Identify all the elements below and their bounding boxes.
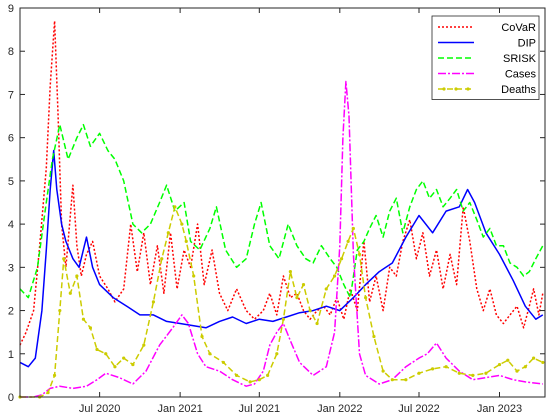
y-tick-label: 6	[8, 133, 14, 145]
series-point-deaths	[364, 295, 368, 300]
series-point-deaths	[390, 378, 394, 382]
series-point-deaths	[75, 274, 79, 278]
series-point-deaths	[88, 326, 93, 330]
legend-marker-deaths	[442, 87, 446, 91]
series-point-deaths	[515, 369, 519, 373]
series-point-deaths	[104, 352, 108, 356]
series-point-deaths	[180, 222, 184, 226]
x-tick-label: Jan 2022	[317, 403, 362, 415]
series-point-deaths	[430, 367, 435, 371]
series-point-deaths	[308, 308, 312, 313]
series-line-dip	[19, 149, 544, 368]
series-point-deaths	[315, 321, 319, 326]
series-point-deaths	[184, 239, 188, 243]
series-point-deaths	[484, 371, 488, 375]
series-point-deaths	[351, 226, 355, 231]
series-point-deaths	[208, 352, 212, 356]
y-tick-label: 4	[8, 219, 14, 231]
x-tick-label: Jul 2020	[79, 403, 121, 415]
series-point-deaths	[113, 365, 117, 369]
series-point-deaths	[52, 373, 57, 377]
series-point-deaths	[372, 334, 376, 339]
y-tick-label: 8	[8, 46, 14, 58]
series-point-deaths	[497, 362, 502, 367]
series-line-covar	[19, 20, 544, 346]
series-point-deaths	[339, 257, 344, 261]
legend-marker-deaths	[466, 87, 470, 91]
series-point-deaths	[62, 257, 66, 261]
series-point-deaths	[166, 231, 170, 235]
legend: CoVaR DIP SRISK Cases Deaths	[431, 15, 540, 100]
series-layer	[18, 20, 545, 399]
legend-label-dip: DIP	[518, 38, 536, 50]
series-point-deaths	[301, 283, 306, 287]
x-tick-label: Jan 2021	[157, 403, 202, 415]
series-point-deaths	[275, 352, 279, 356]
axis-layer: 0 1 2 3 4 5 6 7 8 9 Jul 2020 Jan 2021 Jul 2021 Jan 20…	[8, 3, 545, 415]
series-point-deaths	[357, 252, 362, 256]
series-point-deaths	[506, 358, 510, 362]
series-point-deaths	[95, 347, 99, 352]
series-point-deaths	[532, 356, 536, 360]
series-point-deaths	[332, 274, 337, 278]
series-point-deaths	[404, 378, 408, 382]
series-point-deaths	[523, 365, 527, 369]
legend-label-srisk: SRISK	[503, 53, 537, 65]
series-point-deaths	[221, 360, 226, 365]
series-point-deaths	[192, 274, 196, 278]
series-point-deaths	[471, 373, 475, 377]
series-point-deaths	[288, 270, 292, 274]
series-point-deaths	[160, 257, 164, 261]
legend-label-deaths: Deaths	[501, 84, 536, 96]
series-point-deaths	[58, 308, 62, 313]
legend-label-cases: Cases	[505, 69, 537, 81]
series-point-deaths	[266, 373, 270, 377]
series-line-srisk	[19, 123, 544, 299]
series-line-cases	[20, 80, 543, 398]
series-point-deaths	[142, 343, 146, 347]
series-point-deaths	[457, 371, 461, 375]
y-tick-label: 5	[8, 176, 14, 188]
plot-area-frame	[19, 7, 546, 398]
x-tick-label: Jul 2021	[239, 403, 281, 415]
y-tick-label: 0	[8, 392, 14, 404]
series-point-deaths	[541, 360, 545, 365]
x-tick-label: Jan 2023	[477, 403, 522, 415]
series-point-deaths	[173, 205, 177, 209]
series-point-deaths	[346, 239, 350, 243]
series-point-deaths	[131, 362, 135, 367]
y-tick-label: 7	[8, 89, 14, 101]
y-tick-label: 3	[8, 262, 14, 274]
series-point-deaths	[46, 391, 50, 395]
series-point-deaths	[68, 291, 72, 295]
legend-label-covar: CoVaR	[501, 22, 536, 34]
legend-marker-deaths	[454, 87, 458, 91]
series-point-deaths	[444, 365, 448, 369]
x-tick-label: Jul 2022	[398, 403, 440, 415]
y-tick-label: 9	[8, 3, 14, 15]
series-point-deaths	[151, 300, 156, 304]
series-point-deaths	[381, 369, 385, 373]
series-point-deaths	[122, 356, 126, 360]
series-point-deaths	[295, 295, 299, 300]
series-point-deaths	[81, 317, 86, 321]
y-tick-label: 1	[8, 349, 14, 361]
series-point-deaths	[234, 373, 239, 377]
series-point-deaths	[200, 334, 204, 339]
series-point-deaths	[257, 378, 261, 382]
series-point-deaths	[324, 287, 328, 291]
series-point-deaths	[417, 371, 421, 375]
series-point-deaths	[248, 380, 252, 384]
series-point-deaths	[281, 317, 285, 321]
y-tick-label: 2	[8, 306, 14, 318]
series-line-deaths	[20, 206, 544, 398]
